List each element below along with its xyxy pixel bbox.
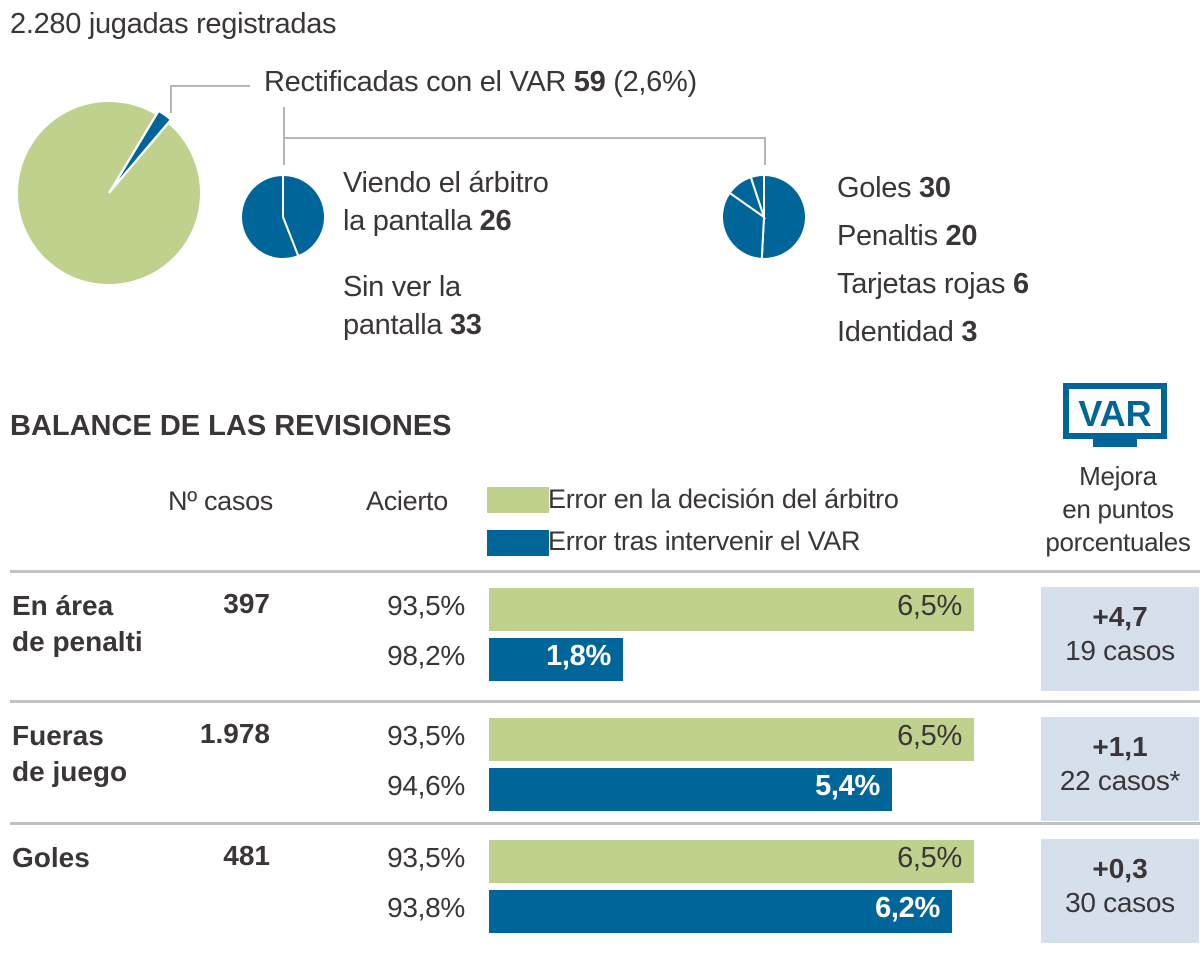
watching-line2: la pantalla 26 xyxy=(343,202,549,240)
type-list: Goles 30 Penaltis 20 Tarjetas rojas 6 Id… xyxy=(837,164,1029,356)
mejora-line: en puntos xyxy=(1062,494,1174,524)
category-line: Fueras xyxy=(12,720,104,751)
category-line: Goles xyxy=(12,842,90,873)
type-item-tarjetas: Tarjetas rojas 6 xyxy=(837,260,1029,308)
pie-slice-rectificadas-con-el-var xyxy=(110,109,173,191)
no-watch-value: 33 xyxy=(449,309,482,341)
accuracy-var: 94,6% xyxy=(387,770,465,801)
pie-slice-sin-rectificar xyxy=(16,100,202,286)
type-label: Tarjetas rojas xyxy=(837,268,1014,300)
legend-label-blue: Error tras intervenir el VAR xyxy=(548,526,861,556)
mejora-line: Mejora xyxy=(1079,461,1157,491)
type-item-penaltis: Penaltis 20 xyxy=(837,212,1029,260)
bar-value-label: 5,4% xyxy=(815,770,880,802)
improvement-value: +0,3 xyxy=(1092,853,1148,884)
no-watch-prefix: pantalla xyxy=(343,309,450,341)
bar-referee-error: 6,5% xyxy=(489,718,974,761)
improvement-header: Mejora en puntos porcentuales xyxy=(1020,460,1200,559)
bar-value-label: 6,5% xyxy=(897,590,962,622)
accuracy-var: 98,2% xyxy=(387,640,465,671)
connector-right-drop xyxy=(764,137,766,165)
watching-prefix: la pantalla xyxy=(343,205,480,237)
row-divider xyxy=(10,822,1200,825)
type-value: 30 xyxy=(919,172,951,204)
bar-value-label: 6,5% xyxy=(897,842,962,874)
improvement-box: +0,3 30 casos xyxy=(1041,839,1199,943)
improvement-value: +4,7 xyxy=(1092,601,1148,632)
type-label: Goles xyxy=(837,172,920,204)
bar-value-label: 1,8% xyxy=(546,640,611,672)
improvement-box: +1,1 22 casos* xyxy=(1041,717,1199,821)
type-label: Penaltis xyxy=(837,220,946,252)
connector-main-v xyxy=(170,85,172,113)
bar-value-label: 6,2% xyxy=(875,892,940,924)
category-line: En área xyxy=(12,590,114,621)
col-header-accuracy: Acierto xyxy=(366,486,448,516)
row-category-name: Fueras de juego xyxy=(12,718,127,790)
connector-span xyxy=(283,137,766,139)
no-screen-label: Sin ver la pantalla 33 xyxy=(343,268,482,344)
accuracy-referee: 93,5% xyxy=(387,590,465,621)
connector-stem xyxy=(283,107,285,165)
pie-slice-goles xyxy=(760,174,807,260)
rectified-label: Rectificadas con el VAR 59 (2,6%) xyxy=(264,66,697,99)
pie-slice-viendo-el-rbitro-la-pantalla xyxy=(282,174,326,258)
type-value: 20 xyxy=(945,220,978,252)
type-value: 3 xyxy=(961,316,978,348)
screen-pie xyxy=(240,174,326,260)
var-logo-text: VAR xyxy=(1078,393,1151,434)
col-header-cases: Nº casos xyxy=(168,486,273,516)
bar-var-error: 1,8% xyxy=(489,638,623,681)
rectified-prefix: Rectificadas con el VAR xyxy=(264,66,574,98)
no-watch-line1: Sin ver la xyxy=(343,271,461,303)
row-category-name: En área de penalti xyxy=(12,588,143,660)
watching-screen-label: Viendo el árbitro la pantalla 26 xyxy=(343,164,549,240)
type-value: 6 xyxy=(1013,268,1029,300)
total-plays-title: 2.280 jugadas registradas xyxy=(10,8,337,40)
accuracy-referee: 93,5% xyxy=(387,720,465,751)
var-logo-icon: VAR xyxy=(1063,383,1167,447)
accuracy-referee: 93,5% xyxy=(387,842,465,873)
category-line: de juego xyxy=(12,756,128,787)
mejora-line: porcentuales xyxy=(1045,527,1191,557)
improvement-cases: 30 casos xyxy=(1065,887,1175,918)
improvement-cases: 19 casos xyxy=(1065,635,1175,666)
bar-value-label: 6,5% xyxy=(897,720,962,752)
improvement-cases: 22 casos* xyxy=(1059,765,1181,796)
watching-value: 26 xyxy=(479,205,512,237)
bar-referee-error: 6,5% xyxy=(489,840,974,883)
row-cases-count: 397 xyxy=(223,588,270,619)
row-divider xyxy=(10,570,1200,573)
rectified-pct: (2,6%) xyxy=(605,66,697,98)
legend-swatch-blue xyxy=(487,530,549,556)
improvement-value: +1,1 xyxy=(1092,731,1148,762)
legend-label-green: Error en la decisión del árbitro xyxy=(548,484,899,514)
pie-slice-penaltis xyxy=(721,191,766,260)
pie-slice-sin-ver-la-pantalla xyxy=(240,174,300,260)
rectified-value: 59 xyxy=(573,66,606,98)
bar-referee-error: 6,5% xyxy=(489,588,974,631)
pie-slice-identidad xyxy=(749,174,765,218)
legend-swatch-green xyxy=(487,487,549,513)
connector-main-h xyxy=(170,85,250,87)
no-watch-line2: pantalla 33 xyxy=(343,306,482,344)
improvement-box: +4,7 19 casos xyxy=(1041,587,1199,691)
category-line: de penalti xyxy=(12,626,143,657)
row-cases-count: 481 xyxy=(223,840,270,871)
type-item-goles: Goles 30 xyxy=(837,164,1029,212)
row-category-name: Goles xyxy=(12,840,90,876)
watching-line1: Viendo el árbitro xyxy=(343,167,549,199)
balance-title: BALANCE DE LAS REVISIONES xyxy=(10,410,452,442)
bar-var-error: 5,4% xyxy=(489,768,892,811)
bar-var-error: 6,2% xyxy=(489,890,952,933)
type-label: Identidad xyxy=(837,316,962,348)
row-divider xyxy=(10,700,1200,703)
accuracy-var: 93,8% xyxy=(387,892,465,923)
main-pie xyxy=(16,100,202,286)
row-cases-count: 1.978 xyxy=(199,718,270,749)
type-pie xyxy=(721,174,807,260)
type-item-identidad: Identidad 3 xyxy=(837,308,1029,356)
